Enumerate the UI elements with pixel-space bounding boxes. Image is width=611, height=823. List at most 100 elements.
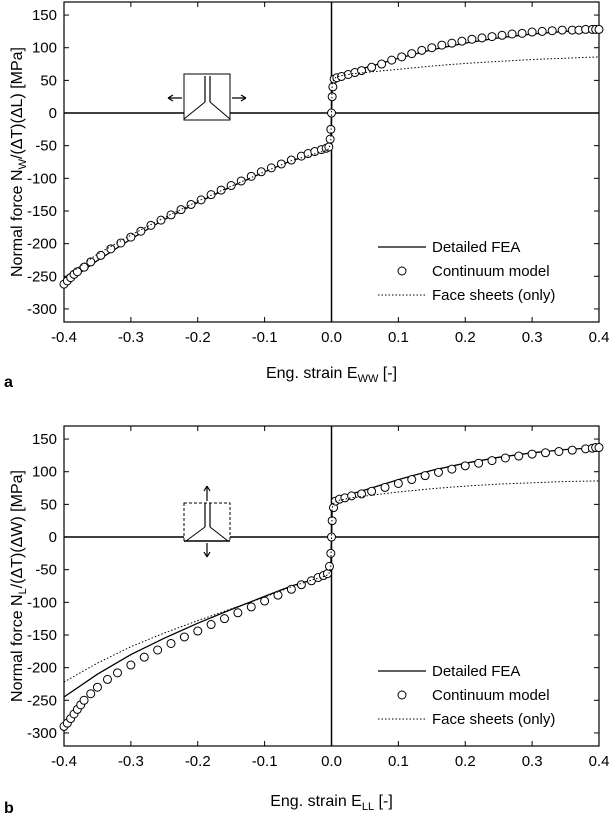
- series-face-sheets-only-line: [63, 480, 600, 683]
- data-point: [116, 238, 126, 248]
- data-point: [434, 467, 443, 477]
- data-point: [347, 491, 357, 501]
- data-point: [517, 28, 527, 38]
- inset-leg-right: [209, 101, 231, 120]
- y-axis-label: Normal force NL/(ΔT)(ΔW) [MPa]: [9, 470, 29, 702]
- data-point: [260, 596, 270, 606]
- data-point: [106, 244, 116, 254]
- data-point: [417, 45, 427, 55]
- y-axis-label-subscript: W: [17, 158, 29, 169]
- y-tick-label: -200: [27, 236, 57, 253]
- data-point: [393, 478, 403, 488]
- data-point: [102, 674, 112, 684]
- data-point: [447, 464, 457, 474]
- data-point: [126, 660, 136, 670]
- x-tick-label: -0.2: [185, 753, 211, 770]
- data-point: [377, 59, 387, 69]
- data-point: [139, 652, 149, 662]
- y-axis-label-unit: /(ΔT)(ΔL) [MPa]: [9, 47, 26, 159]
- data-point: [567, 445, 577, 455]
- data-point: [467, 34, 477, 44]
- data-point: [407, 475, 417, 485]
- x-axis-label-unit: [-]: [378, 365, 397, 382]
- data-point: [487, 456, 497, 466]
- y-axis-label-unit: /(ΔT)(ΔW) [MPa]: [9, 470, 26, 588]
- arrow-up-icon: [203, 485, 211, 501]
- chart-panel-a: -0.4 -0.3 -0.2 -0.1 0.0 0.1 0.2 0.3 0.4 150 100 50 0…: [4, 1, 610, 391]
- x-tick-label: 0.0: [321, 329, 342, 346]
- y-tick-label: -200: [27, 660, 57, 677]
- y-axis-label: Normal force NW/(ΔT)(ΔL) [MPa]: [9, 47, 29, 277]
- data-point: [233, 608, 243, 618]
- x-axis-label-main: Eng. strain E: [266, 365, 358, 382]
- data-point: [193, 626, 203, 636]
- legend: Detailed FEA Continuum model Face sheets (…: [378, 239, 555, 304]
- inset-leg-left: [183, 101, 206, 120]
- data-point: [357, 489, 367, 499]
- data-point: [226, 181, 236, 191]
- y-tick-label: -100: [27, 594, 57, 611]
- data-point: [113, 668, 122, 678]
- data-point: [554, 446, 564, 456]
- legend-label: Face sheets (only): [432, 711, 555, 728]
- legend-label: Face sheets (only): [432, 287, 555, 304]
- y-tick-label: -150: [27, 627, 57, 644]
- data-point: [92, 682, 102, 692]
- data-point: [367, 486, 377, 496]
- data-point: [220, 614, 229, 624]
- y-tick-label: -300: [27, 301, 57, 318]
- y-tick-label: 0: [49, 529, 57, 546]
- x-axis-label: Eng. strain EWW [-]: [266, 365, 397, 385]
- y-tick-label: -100: [27, 170, 57, 187]
- x-tick-label: 0.3: [522, 753, 543, 770]
- data-point: [246, 171, 256, 181]
- y-tick-label: 150: [32, 7, 57, 24]
- data-point: [328, 82, 338, 92]
- data-point: [166, 638, 176, 648]
- x-tick-label: -0.1: [252, 329, 278, 346]
- data-point: [206, 190, 216, 200]
- legend-label: Detailed FEA: [432, 239, 520, 256]
- inset-leg-right: [209, 526, 229, 542]
- data-point: [460, 461, 470, 471]
- inset-cell-outline: [183, 502, 231, 542]
- data-point: [527, 449, 537, 459]
- data-point: [325, 134, 335, 144]
- data-point: [487, 32, 497, 42]
- data-point: [126, 232, 136, 242]
- data-point: [273, 590, 283, 600]
- data-point: [541, 448, 550, 458]
- legend-item: Face sheets (only): [378, 287, 555, 304]
- legend: Detailed FEA Continuum model Face sheets (…: [378, 663, 555, 728]
- data-point: [527, 27, 537, 37]
- y-tick-label: 100: [32, 40, 57, 57]
- y-tick-label: 150: [32, 431, 57, 448]
- legend-marker-circle: [397, 266, 407, 276]
- data-point: [367, 62, 377, 72]
- data-point: [286, 584, 296, 594]
- legend-item: Continuum model: [397, 263, 550, 280]
- panel-letter: a: [4, 374, 13, 391]
- data-point: [179, 632, 189, 642]
- x-tick-label: 0.0: [321, 753, 342, 770]
- legend-item: Continuum model: [397, 687, 550, 704]
- data-point: [146, 220, 156, 230]
- panel-letter: b: [4, 800, 14, 817]
- data-point: [594, 24, 604, 34]
- horizontal-stretch-cell-icon: [167, 73, 247, 121]
- inset-leg-left: [185, 526, 206, 542]
- data-point: [420, 471, 430, 481]
- data-point: [136, 226, 146, 236]
- vertical-stretch-cell-icon: [183, 485, 231, 558]
- data-point: [153, 645, 163, 655]
- data-point: [457, 36, 467, 46]
- data-point: [206, 620, 216, 630]
- x-tick-label: 0.4: [589, 329, 610, 346]
- data-point: [324, 142, 334, 152]
- data-point: [327, 108, 336, 118]
- x-axis-label-unit: [-]: [374, 793, 393, 810]
- y-tick-label: -250: [27, 692, 57, 709]
- data-point: [474, 458, 484, 468]
- data-point: [387, 55, 397, 65]
